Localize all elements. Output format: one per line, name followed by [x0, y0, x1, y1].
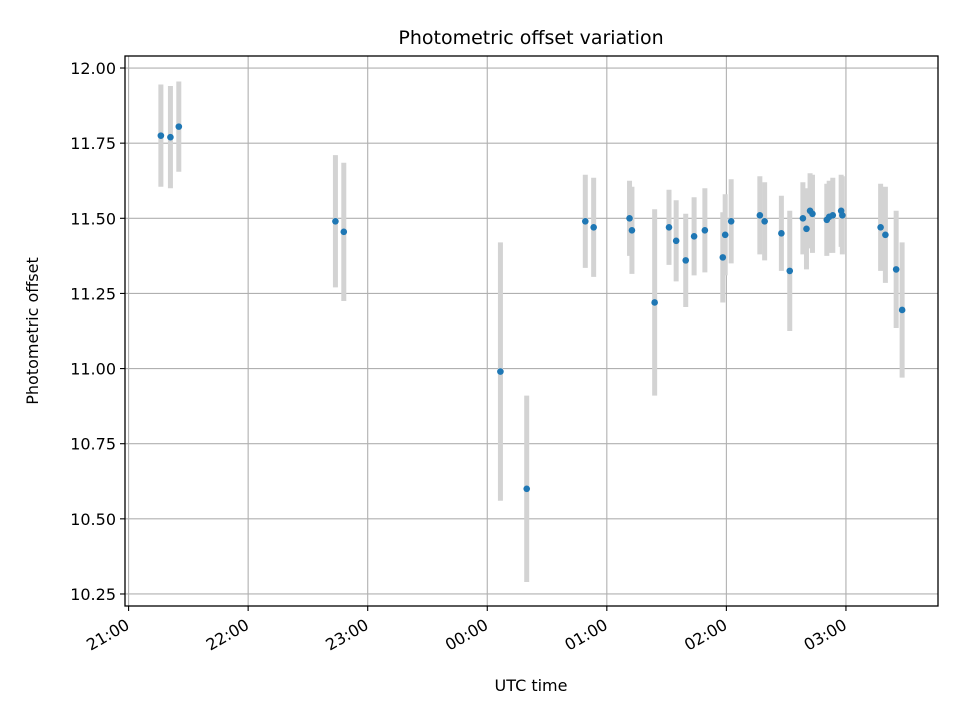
data-point	[756, 211, 764, 219]
data-point	[690, 233, 698, 240]
y-tick-label: 10.75	[70, 435, 116, 454]
data-point	[497, 368, 504, 375]
data-point	[157, 132, 165, 139]
chart-title: Photometric offset variation	[398, 27, 663, 49]
data-point	[778, 230, 785, 237]
data-point	[898, 306, 906, 314]
data-point	[799, 214, 807, 222]
y-tick-label: 11.50	[70, 209, 116, 228]
y-tick-label: 11.00	[70, 360, 116, 379]
data-point	[829, 211, 837, 219]
data-point	[892, 266, 900, 273]
data-point	[761, 218, 768, 225]
data-point	[651, 299, 658, 306]
y-tick-label: 10.50	[70, 510, 116, 529]
data-point	[682, 257, 690, 264]
data-point	[672, 237, 680, 245]
data-point	[665, 224, 673, 231]
x-axis-label: UTC time	[495, 676, 568, 695]
data-point	[332, 218, 339, 225]
data-point	[719, 254, 727, 261]
data-points	[157, 123, 906, 493]
data-point	[727, 218, 735, 225]
y-tick-label: 11.75	[70, 134, 116, 153]
y-axis-ticks: 10.25 10.50 10.75 11.00 11.25 11.50 11.75 12.00	[70, 59, 125, 604]
data-point	[803, 225, 810, 233]
data-point	[786, 267, 794, 275]
data-point	[882, 231, 889, 239]
y-tick-label: 10.25	[70, 585, 116, 604]
data-point	[626, 214, 633, 222]
data-point	[167, 133, 174, 141]
data-point	[175, 123, 183, 130]
data-point	[582, 218, 589, 225]
data-point	[590, 224, 597, 231]
data-point	[340, 228, 348, 236]
data-point	[721, 231, 729, 239]
data-point	[523, 485, 531, 493]
data-point	[809, 210, 816, 218]
y-tick-label: 11.25	[70, 284, 116, 303]
data-point	[877, 224, 884, 231]
data-point	[628, 227, 636, 234]
data-point	[701, 227, 709, 234]
y-axis-label: Photometric offset	[23, 257, 42, 405]
y-tick-label: 12.00	[70, 59, 116, 78]
plot-frame	[124, 55, 939, 607]
data-point	[839, 211, 846, 219]
